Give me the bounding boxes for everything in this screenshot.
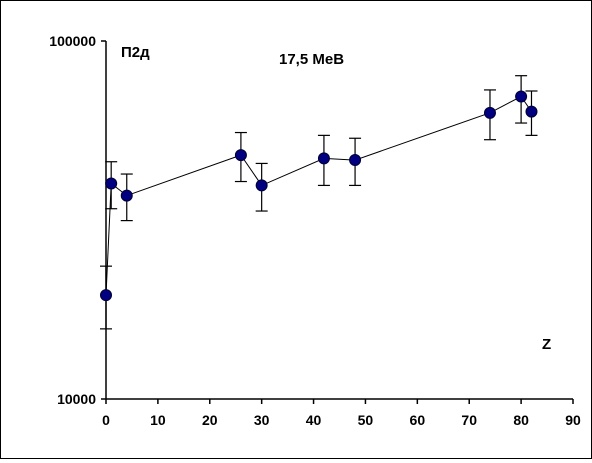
- data-points: [100, 90, 538, 302]
- data-point: [100, 289, 112, 302]
- annotation-energy: 17,5 МеВ: [279, 51, 344, 68]
- data-point: [120, 189, 133, 202]
- x-tick-label: 70: [461, 412, 477, 428]
- x-tick-label: 60: [410, 412, 426, 428]
- y-tick-label: 100000: [49, 33, 96, 49]
- x-tick-label: 20: [202, 412, 218, 428]
- x-tick-label: 0: [102, 412, 110, 428]
- data-point: [525, 105, 538, 118]
- x-tick-label: 80: [513, 412, 529, 428]
- x-tick-label: 90: [565, 412, 581, 428]
- annotation-top-left: П2д: [121, 44, 150, 61]
- data-point: [255, 179, 268, 192]
- data-point: [483, 106, 496, 119]
- y-tick-label: 10000: [57, 391, 96, 407]
- x-tick-label: 30: [254, 412, 270, 428]
- data-point: [349, 154, 362, 167]
- series-path: [105, 95, 532, 296]
- data-point: [515, 90, 528, 103]
- x-ticks: 0 10 20 30 40 50 60 70 80 90: [102, 399, 581, 428]
- x-tick-label: 40: [306, 412, 322, 428]
- data-point: [317, 152, 330, 165]
- error-bars: [100, 75, 538, 330]
- x-tick-label: 10: [150, 412, 166, 428]
- x-tick-label: 50: [358, 412, 374, 428]
- data-point: [234, 149, 247, 162]
- axis-name-z: Z: [542, 336, 551, 353]
- data-point: [105, 177, 118, 190]
- y-ticks: 10000 100000: [49, 33, 106, 407]
- series-line: [105, 95, 532, 296]
